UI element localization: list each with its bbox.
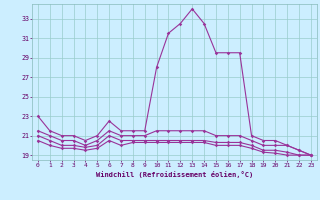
X-axis label: Windchill (Refroidissement éolien,°C): Windchill (Refroidissement éolien,°C) (96, 171, 253, 178)
